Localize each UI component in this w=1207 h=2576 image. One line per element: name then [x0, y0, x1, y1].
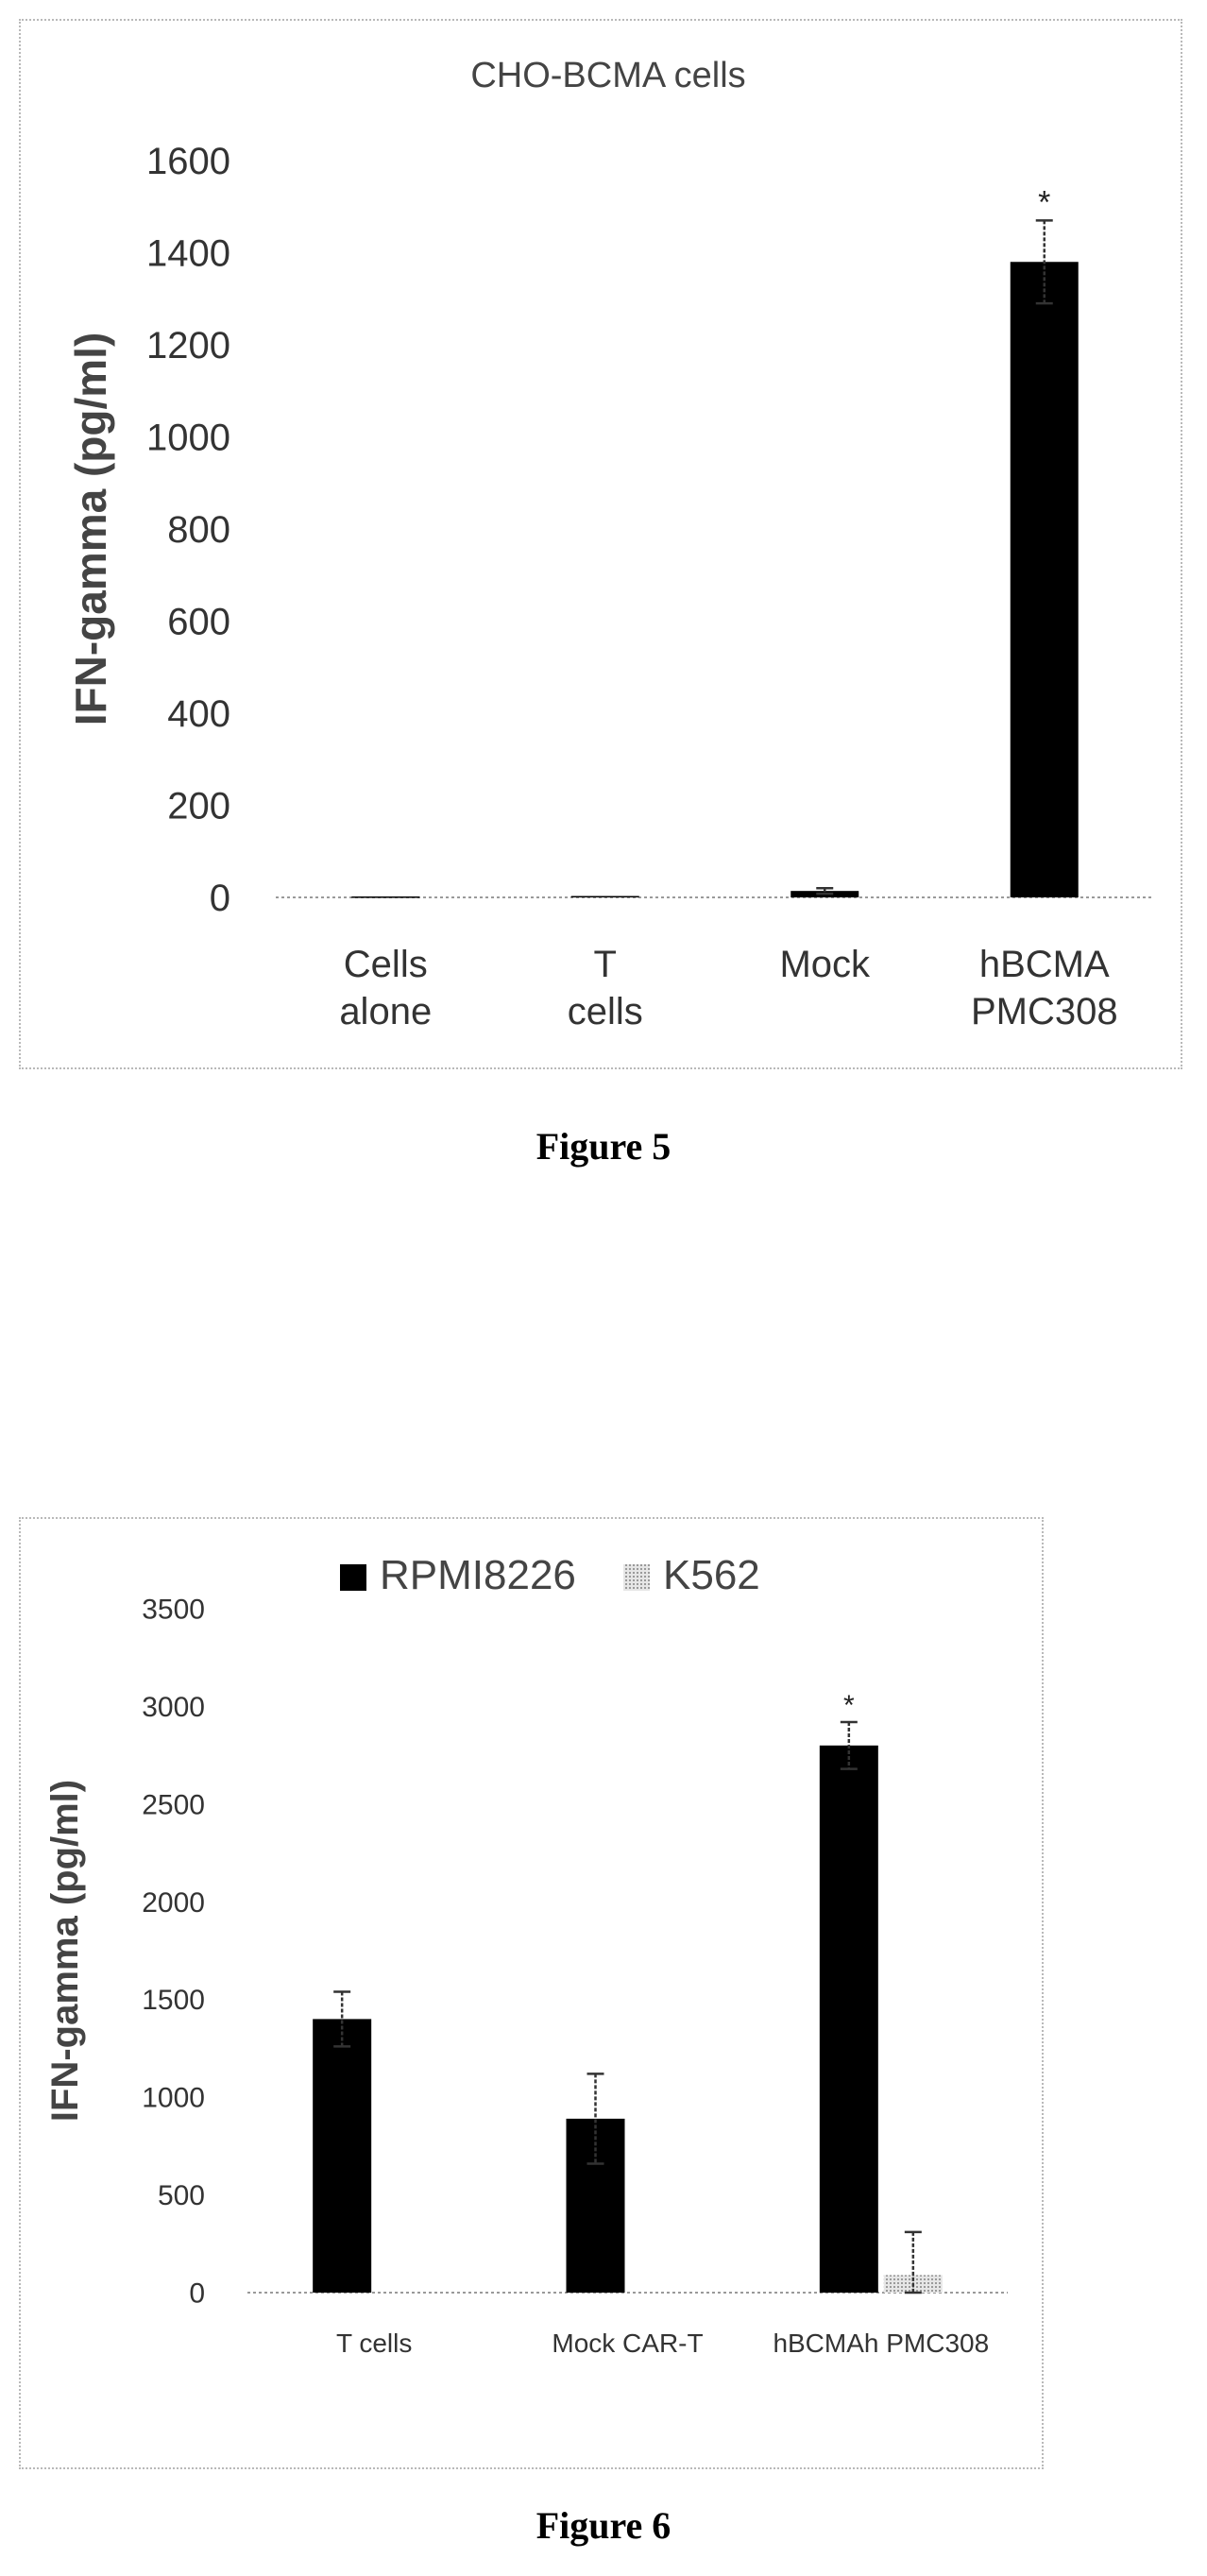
- figure-6-chart: IFN-gamma (pg/ml) 0 500 1000 1500 2000 2500 300…: [44, 1552, 1008, 2358]
- category-label: T cells: [336, 2329, 412, 2358]
- significance-marker: *: [843, 1690, 855, 1721]
- legend-swatch-rpmi8226: [340, 1564, 366, 1591]
- y-tick-label: 400: [167, 693, 230, 735]
- category-label: hBCMAh PMC308: [773, 2329, 989, 2358]
- bar-value: [351, 896, 420, 898]
- figure-6-caption: Figure 6: [536, 2504, 672, 2547]
- y-tick-label: 1400: [146, 233, 230, 275]
- bar-rpmi8226: [313, 2019, 372, 2293]
- category-label: alone: [339, 991, 432, 1032]
- y-tick-label: 800: [167, 509, 230, 551]
- y-tick-label: 2000: [142, 1887, 205, 1919]
- significance-marker: *: [1038, 184, 1050, 220]
- y-tick-label: 3500: [142, 1595, 205, 1626]
- y-tick-label: 600: [167, 602, 230, 643]
- y-tick-label: 2500: [142, 1789, 205, 1820]
- figure-5-panel: CHO-BCMA cells IFN-gamma (pg/ml) 0 200 400 60…: [19, 19, 1182, 1069]
- y-tick-label: 1200: [146, 325, 230, 367]
- category-label: T: [594, 944, 617, 985]
- category-label: Mock: [779, 944, 871, 985]
- y-tick-label: 200: [167, 786, 230, 827]
- category-label: cells: [568, 991, 643, 1032]
- y-tick-label: 1000: [142, 2083, 205, 2114]
- y-axis-label: IFN-gamma (pg/ml): [44, 1780, 86, 2122]
- bar-value: [570, 896, 639, 898]
- y-tick-label: 1000: [146, 418, 230, 459]
- figure-5-chart: CHO-BCMA cells IFN-gamma (pg/ml) 0 200 400 60…: [66, 56, 1154, 1032]
- legend-swatch-k562: [623, 1564, 650, 1591]
- figure-6-panel: IFN-gamma (pg/ml) 0 500 1000 1500 2000 2500 300…: [19, 1517, 1044, 2469]
- y-tick-label: 500: [158, 2180, 205, 2211]
- y-tick-label: 0: [210, 878, 230, 919]
- chart-title: CHO-BCMA cells: [470, 56, 745, 95]
- legend-label-k562: K562: [663, 1552, 760, 1598]
- figure-5-caption: Figure 5: [536, 1125, 672, 1168]
- y-tick-label: 3000: [142, 1692, 205, 1723]
- y-tick-label: 0: [189, 2278, 205, 2310]
- y-tick-label: 1500: [142, 1985, 205, 2016]
- category-label: Cells: [344, 944, 428, 985]
- legend-label-rpmi8226: RPMI8226: [380, 1552, 576, 1598]
- category-label: Mock CAR-T: [552, 2329, 703, 2358]
- bar-rpmi8226: [819, 1745, 878, 2293]
- category-label: hBCMA: [979, 944, 1110, 985]
- category-label: PMC308: [971, 991, 1118, 1032]
- y-tick-label: 1600: [146, 141, 230, 182]
- bar-value: [1010, 262, 1079, 897]
- y-axis-label: IFN-gamma (pg/ml): [66, 333, 115, 726]
